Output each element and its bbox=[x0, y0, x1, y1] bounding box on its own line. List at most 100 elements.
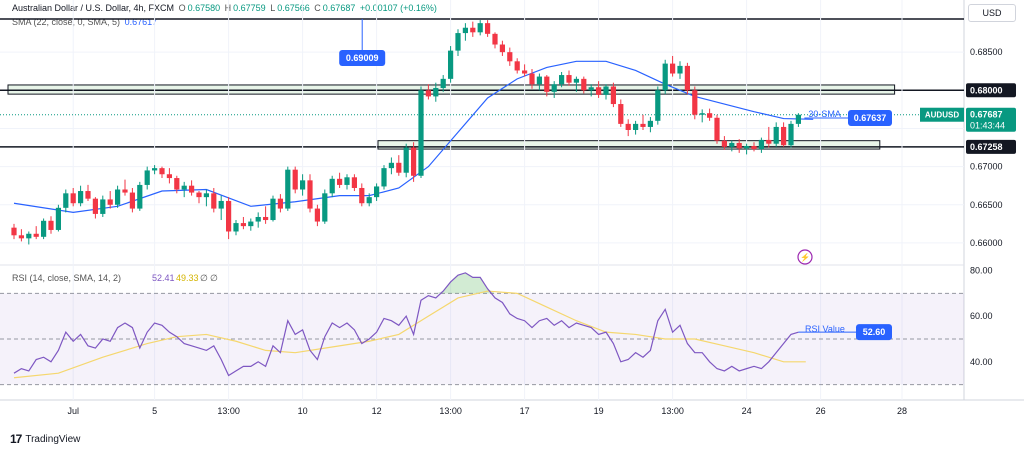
event-lightning-icon bbox=[797, 249, 813, 265]
candle-body bbox=[107, 199, 113, 205]
support-resistance-zone bbox=[7, 84, 896, 95]
candle-body bbox=[381, 168, 387, 187]
rsi-tick-label: 40.00 bbox=[970, 357, 993, 367]
candle-body bbox=[48, 220, 54, 230]
high-value: 0.67759 bbox=[233, 3, 266, 13]
candle-body bbox=[351, 177, 357, 188]
candle-body bbox=[751, 146, 757, 150]
candle-body bbox=[684, 65, 690, 91]
candle-body bbox=[85, 191, 91, 199]
candle-body bbox=[507, 52, 513, 62]
candle-body bbox=[41, 220, 47, 237]
candle-body bbox=[411, 147, 417, 176]
time-tick-label: Jul bbox=[67, 406, 79, 416]
candle-body bbox=[522, 70, 528, 74]
candle-body bbox=[159, 168, 165, 175]
footer: 17 TradingView bbox=[10, 432, 80, 446]
candle-body bbox=[744, 146, 750, 149]
level-price-tag bbox=[966, 83, 1016, 98]
symbol-tag-label: AUDUSD bbox=[925, 111, 959, 120]
candle-body bbox=[403, 147, 409, 173]
candle-body bbox=[603, 86, 609, 95]
time-tick-label: 19 bbox=[594, 406, 604, 416]
callout-label: 0.69009 bbox=[346, 53, 379, 63]
candle-body bbox=[307, 180, 313, 209]
candle-body bbox=[699, 113, 705, 115]
low-label: L bbox=[270, 3, 276, 13]
current-price-tag bbox=[966, 107, 1016, 132]
candle-body bbox=[70, 193, 76, 204]
candle-body bbox=[677, 65, 683, 74]
candle-body bbox=[174, 178, 180, 190]
candle-body bbox=[11, 227, 17, 236]
candle-body bbox=[100, 199, 106, 214]
candle-body bbox=[255, 216, 261, 222]
candle-body bbox=[366, 197, 372, 204]
candle-body bbox=[795, 114, 801, 124]
candle-body bbox=[551, 84, 557, 92]
candle-body bbox=[388, 162, 394, 169]
open-value: 0.67580 bbox=[187, 3, 221, 13]
candle-body bbox=[633, 123, 639, 130]
time-tick-label: 24 bbox=[742, 406, 752, 416]
time-tick-label: 28 bbox=[897, 406, 907, 416]
event-lightning-glyph: ⚡ bbox=[800, 252, 810, 262]
candle-body bbox=[270, 198, 276, 221]
candle-body bbox=[536, 76, 542, 85]
rsi-tick-label: 60.00 bbox=[970, 311, 993, 321]
candle-body bbox=[166, 174, 172, 179]
candle-body bbox=[729, 142, 735, 147]
candle-body bbox=[499, 44, 505, 53]
change-value: +0.00107 (+0.16%) bbox=[359, 3, 437, 13]
price-tick-label: 0.66000 bbox=[970, 238, 1003, 248]
candle-body bbox=[773, 126, 779, 144]
countdown-label: 01:43:44 bbox=[970, 121, 1005, 131]
candle-body bbox=[122, 189, 128, 193]
candle-body bbox=[144, 170, 150, 185]
candle-body bbox=[596, 87, 602, 95]
candle-body bbox=[781, 126, 787, 146]
candle-body bbox=[455, 33, 461, 51]
time-tick-label: 26 bbox=[816, 406, 826, 416]
candle-body bbox=[418, 90, 424, 176]
candle-body bbox=[670, 63, 676, 74]
rsi-annotation-value: 52.60 bbox=[863, 327, 886, 337]
current-price-tag-label: 0.67687 bbox=[970, 110, 1003, 120]
rsi-legend-extra: ∅ bbox=[210, 273, 218, 283]
candle-body bbox=[714, 117, 720, 141]
candle-body bbox=[137, 184, 143, 209]
candle-body bbox=[581, 78, 587, 91]
candle-body bbox=[544, 76, 550, 92]
candle-body bbox=[736, 142, 742, 149]
rsi-legend-value: 52.41 bbox=[152, 273, 175, 283]
candle-body bbox=[233, 223, 239, 232]
rsi-tick-label: 80.00 bbox=[970, 266, 993, 276]
level-price-tag-label: 0.68000 bbox=[970, 85, 1003, 95]
sma-line bbox=[13, 60, 814, 214]
candle-body bbox=[337, 178, 343, 185]
candle-body bbox=[26, 233, 32, 239]
high-label: H bbox=[224, 3, 232, 13]
candle-body bbox=[226, 200, 232, 232]
symbol-title: Australian Dollar / U.S. Dollar, 4h, FXC… bbox=[12, 3, 175, 13]
rsi-annotation-box bbox=[856, 324, 892, 341]
candle-body bbox=[647, 120, 653, 127]
candle-body bbox=[440, 78, 446, 89]
candle-body bbox=[115, 189, 121, 205]
time-tick-label: 13:00 bbox=[439, 406, 462, 416]
candle-body bbox=[129, 192, 135, 209]
candle-body bbox=[218, 200, 224, 209]
candle-body bbox=[263, 216, 269, 221]
candle-body bbox=[485, 23, 491, 34]
candle-body bbox=[425, 90, 431, 97]
sma-legend-label: SMA (22, close, 0, SMA, 5) bbox=[12, 17, 121, 27]
candle-body bbox=[322, 193, 328, 222]
candle-body bbox=[433, 88, 439, 97]
candle-body bbox=[92, 198, 98, 214]
candle-body bbox=[788, 123, 794, 146]
candle-body bbox=[588, 87, 594, 91]
currency-button[interactable]: USD bbox=[968, 4, 1016, 22]
candle-body bbox=[189, 185, 195, 193]
rsi-sma-line bbox=[13, 290, 806, 379]
